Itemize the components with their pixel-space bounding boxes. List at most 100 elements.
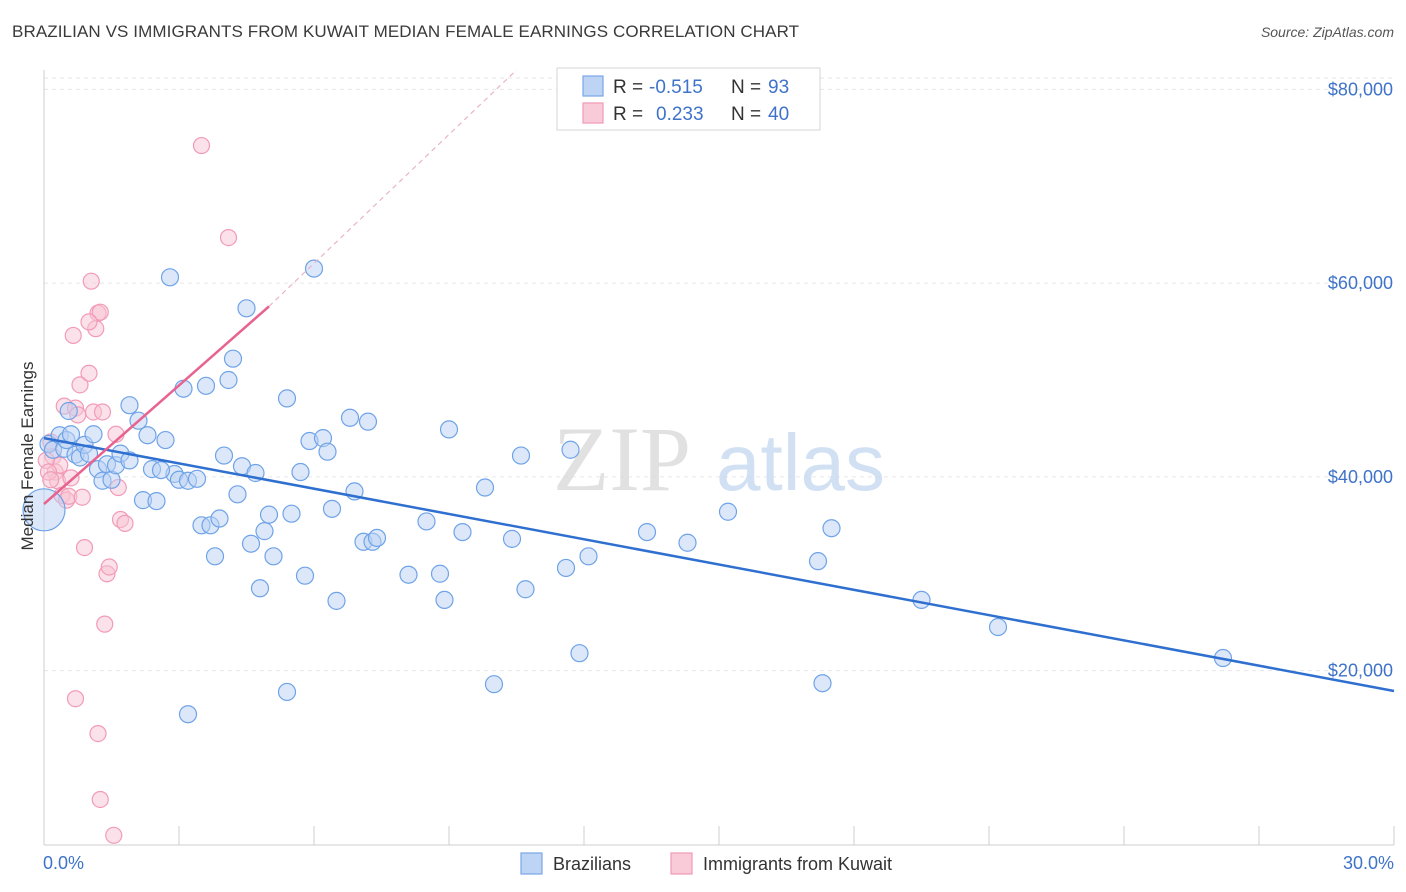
watermark: ZIP atlas [553, 408, 885, 510]
brazilians-point [259, 505, 279, 524]
series-legend: Brazilians Immigrants from Kuwait [520, 852, 892, 875]
legend-r-label-brazilians: R = [613, 77, 643, 98]
brazilians-point [475, 478, 495, 497]
brazilians-point [196, 376, 216, 395]
brazilians-point [223, 349, 243, 368]
y-tick-label: $80,000 [1328, 79, 1393, 99]
brazilians-point [435, 590, 454, 610]
brazilians-point [579, 547, 598, 566]
brazilians-point [160, 268, 180, 287]
brazilians-point [84, 425, 103, 444]
kuwait-point [116, 514, 134, 532]
brazilians-point [678, 533, 697, 552]
brazilians-point [255, 522, 274, 541]
brazilians-point [151, 460, 171, 480]
legend-r-value-kuwait: 0.233 [656, 104, 704, 125]
legend-swatch-kuwait [582, 102, 604, 124]
brazilians-point [358, 412, 378, 431]
brazilians-point [637, 522, 657, 542]
legend-n-value-brazilians: 93 [768, 77, 789, 98]
kuwait-point [62, 469, 80, 487]
brazilians-point [277, 389, 297, 408]
legend-n-label-kuwait: N = [731, 104, 761, 125]
brazilians-point [205, 547, 225, 566]
brazilians-point [228, 485, 247, 504]
kuwait-point [71, 376, 89, 394]
watermark-atlas: atlas [716, 418, 885, 507]
brazilians-point [214, 446, 234, 465]
legend-swatch-brazilians [582, 75, 604, 97]
brazilians-point [484, 675, 504, 694]
brazilians-point [453, 522, 472, 542]
brazilians-point [556, 558, 576, 578]
brazilians-point [808, 552, 828, 571]
brazilians-point [282, 504, 301, 523]
brazilians-point [511, 446, 531, 465]
y-tick-label: $20,000 [1328, 661, 1393, 681]
kuwait-point [89, 724, 107, 743]
brazilians-point [219, 370, 238, 390]
gridlines [44, 77, 1394, 672]
brazilians-point [210, 509, 229, 528]
x-tick-label-max: 30.0% [1343, 853, 1394, 873]
brazilians-point [367, 528, 387, 548]
brazilians-point [277, 682, 297, 702]
brazilians-point [291, 462, 310, 482]
brazilians-point [439, 420, 459, 439]
brazilians-point [912, 590, 931, 610]
kuwait-point [73, 488, 91, 506]
brazilians-point [138, 426, 157, 445]
brazilians-point [79, 444, 99, 463]
watermark-zip: ZIP [553, 408, 691, 510]
series-kuwait-points [37, 136, 238, 844]
brazilians-point [237, 299, 256, 318]
kuwait-trend-line [43, 305, 270, 505]
kuwait-point [91, 790, 109, 809]
brazilians-point [187, 469, 207, 488]
brazilians-point [250, 579, 270, 598]
brazilians-point [156, 430, 175, 450]
x-tick-marks [178, 826, 1395, 845]
kuwait-point [192, 136, 211, 155]
kuwait-point [66, 690, 85, 708]
brazilians-point [322, 499, 342, 518]
kuwait-trend-extension [268, 69, 517, 307]
kuwait-point [42, 471, 60, 489]
brazilians-point [399, 565, 418, 584]
legend-r-value-brazilians: -0.515 [649, 77, 703, 98]
chart-title: BRAZILIAN VS IMMIGRANTS FROM KUWAIT MEDI… [12, 22, 800, 41]
kuwait-point [75, 538, 94, 557]
legend-r-label-kuwait: R = [613, 104, 643, 125]
x-tick-label-min: 0.0% [43, 853, 84, 873]
y-axis-label: Median Female Earnings [18, 362, 37, 551]
brazilians-point [318, 442, 337, 461]
brazilians-point [718, 502, 738, 521]
kuwait-point [100, 558, 118, 576]
brazilians-point [340, 408, 360, 427]
kuwait-point [82, 272, 100, 290]
brazilians-point [822, 519, 841, 538]
brazilians-point [502, 529, 522, 548]
source-label: Source: ZipAtlas.com [1260, 24, 1394, 40]
kuwait-point [93, 403, 112, 421]
brazilians-point [59, 401, 78, 421]
brazilians-trend-line [43, 436, 1395, 693]
brazilians-point [813, 674, 832, 693]
brazilians-point [178, 705, 198, 724]
brazilians-point [120, 396, 139, 415]
brazilians-point [988, 617, 1008, 637]
y-tick-label: $40,000 [1328, 467, 1393, 487]
brazilians-point [327, 591, 346, 610]
kuwait-point [64, 326, 82, 345]
y-tick-labels: $20,000 $40,000 $60,000 $80,000 [1328, 79, 1393, 680]
brazilians-point [304, 259, 324, 278]
kuwait-point [91, 303, 109, 321]
series-legend-swatch-brazilians [520, 852, 543, 875]
correlation-legend: R = -0.515 N = 93 R = 0.233 N = 40 [556, 67, 821, 131]
brazilians-point [561, 440, 580, 459]
brazilians-point [417, 512, 436, 531]
brazilians-point [147, 491, 166, 511]
series-legend-swatch-kuwait [670, 852, 693, 875]
y-tick-label: $60,000 [1328, 273, 1393, 293]
